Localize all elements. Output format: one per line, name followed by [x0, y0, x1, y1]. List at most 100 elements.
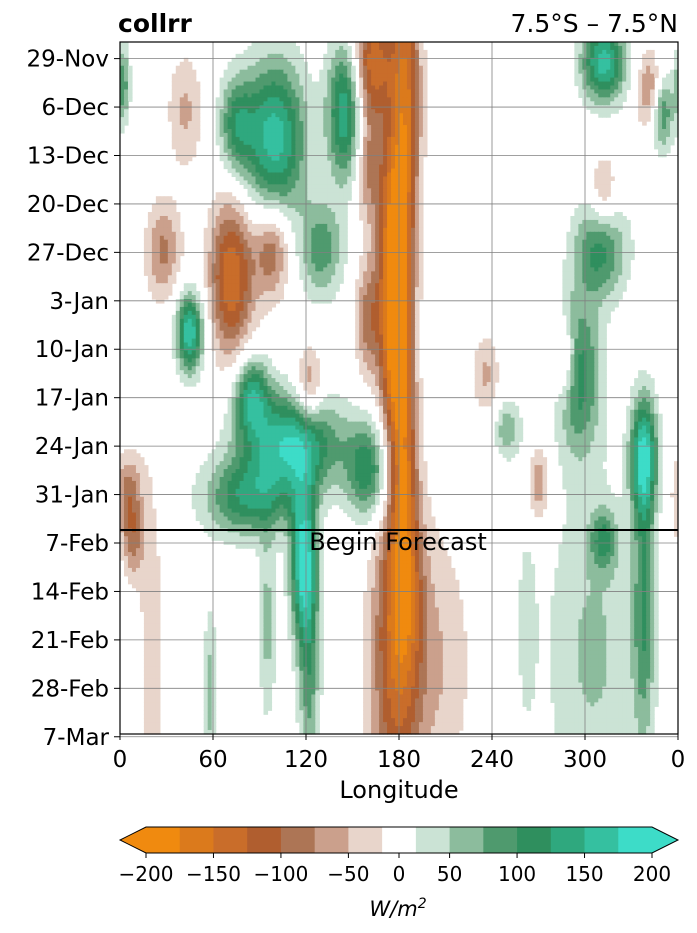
heatmap-cell [674, 77, 679, 83]
heatmap-cell [399, 97, 404, 102]
heatmap-cell [315, 113, 320, 118]
heatmap-cell [574, 231, 579, 237]
heatmap-cell [263, 117, 269, 122]
heatmap-cell [610, 109, 615, 114]
heatmap-cell [622, 45, 627, 51]
heatmap-cell [219, 314, 225, 320]
heatmap-cell [371, 45, 376, 51]
heatmap-cell [275, 239, 281, 245]
heatmap-cell [295, 164, 300, 170]
heatmap-cell [391, 239, 396, 245]
heatmap-cell [638, 105, 643, 110]
heatmap-cell [307, 101, 312, 106]
heatmap-cell [271, 295, 277, 300]
heatmap-cell [371, 306, 376, 312]
heatmap-cell [602, 350, 607, 355]
heatmap-cell [399, 200, 404, 205]
heatmap-cell [307, 136, 312, 142]
heatmap-cell [311, 299, 316, 304]
heatmap-cell [375, 172, 380, 178]
heatmap-cell [259, 101, 265, 106]
heatmap-cell [251, 247, 257, 253]
heatmap-cell [622, 69, 627, 75]
heatmap-cell [410, 152, 416, 158]
heatmap-cell [279, 101, 285, 106]
heatmap-cell [339, 259, 344, 265]
heatmap-cell [586, 235, 591, 241]
heatmap-cell [327, 65, 332, 71]
heatmap-cell [586, 223, 591, 229]
heatmap-cell [586, 101, 591, 106]
heatmap-cell [414, 204, 420, 209]
heatmap-cell [255, 125, 261, 130]
heatmap-cell [586, 310, 591, 316]
heatmap-cell [275, 204, 281, 209]
heatmap-cell [231, 318, 237, 324]
heatmap-cell [570, 322, 575, 328]
heatmap-cell [618, 53, 623, 59]
heatmap-cell [402, 204, 408, 209]
heatmap-cell [143, 255, 149, 261]
heatmap-cell [319, 156, 324, 162]
heatmap-cell [399, 306, 404, 312]
heatmap-cell [255, 176, 261, 181]
heatmap-cell [259, 223, 265, 229]
heatmap-cell [323, 192, 328, 197]
heatmap-cell [235, 117, 241, 122]
heatmap-cell [410, 283, 416, 288]
heatmap-cell [422, 148, 428, 154]
heatmap-cell [339, 57, 344, 63]
heatmap-cell [339, 156, 344, 162]
heatmap-cell [363, 235, 368, 241]
heatmap-cell [239, 322, 245, 328]
heatmap-cell [231, 243, 237, 249]
heatmap-cell [359, 160, 364, 166]
heatmap-cell [387, 227, 392, 233]
heatmap-cell [315, 299, 320, 304]
heatmap-cell [383, 77, 388, 83]
heatmap-cell [239, 101, 245, 106]
heatmap-cell [327, 160, 332, 166]
heatmap-cell [414, 200, 420, 205]
heatmap-cell [383, 251, 388, 257]
heatmap-cell [147, 219, 153, 225]
heatmap-cell [243, 89, 249, 94]
heatmap-cell [191, 354, 197, 359]
heatmap-cell [267, 113, 273, 118]
heatmap-cell [171, 113, 177, 118]
heatmap-cell [387, 73, 392, 79]
heatmap-cell [335, 259, 340, 265]
heatmap-cell [347, 140, 352, 146]
heatmap-cell [414, 346, 420, 352]
heatmap-cell [191, 81, 197, 87]
heatmap-cell [602, 172, 607, 178]
heatmap-cell [402, 184, 408, 189]
heatmap-cell [175, 231, 181, 237]
heatmap-cell [247, 49, 253, 55]
heatmap-cell [275, 105, 281, 110]
heatmap-cell [259, 291, 265, 296]
heatmap-cell [371, 330, 376, 336]
heatmap-cell [219, 85, 225, 91]
heatmap-cell [327, 299, 332, 304]
heatmap-cell [299, 247, 304, 253]
heatmap-cell [414, 330, 420, 336]
heatmap-cell [151, 243, 157, 249]
heatmap-cell [227, 208, 233, 213]
heatmap-cell [347, 136, 352, 142]
heatmap-cell [622, 271, 627, 276]
heatmap-cell [391, 81, 396, 87]
heatmap-cell [359, 350, 364, 355]
heatmap-cell [147, 255, 153, 261]
heatmap-cell [231, 101, 237, 106]
heatmap-cell [171, 227, 177, 233]
heatmap-cell [315, 227, 320, 233]
heatmap-cell [247, 61, 253, 67]
heatmap-cell [670, 125, 675, 130]
heatmap-cell [311, 113, 316, 118]
heatmap-cell [235, 267, 241, 272]
heatmap-cell [271, 259, 277, 265]
heatmap-cell [227, 310, 233, 316]
heatmap-cell [399, 243, 404, 249]
heatmap-cell [610, 89, 615, 94]
